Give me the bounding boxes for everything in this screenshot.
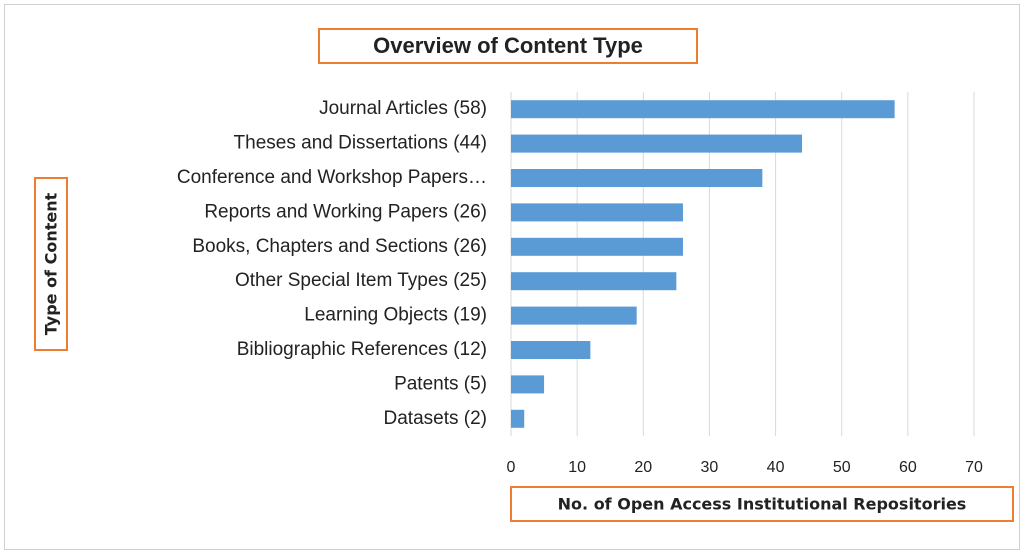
- y-tick-label: Learning Objects (19): [304, 305, 487, 326]
- y-axis-label: Type of Content: [42, 192, 61, 335]
- x-tick-label: 50: [833, 459, 851, 476]
- bar: [511, 203, 683, 222]
- x-axis-label: No. of Open Access Institutional Reposit…: [558, 495, 967, 514]
- y-tick-label: Theses and Dissertations (44): [234, 133, 487, 154]
- y-tick-label: Bibliographic References (12): [237, 339, 487, 360]
- x-tick-label: 40: [767, 459, 785, 476]
- y-tick-label: Books, Chapters and Sections (26): [192, 236, 487, 257]
- x-tick-label: 20: [634, 459, 652, 476]
- bar: [511, 100, 895, 119]
- x-tick-label: 10: [568, 459, 586, 476]
- x-tick-label: 70: [965, 459, 983, 476]
- y-tick-label: Journal Articles (58): [319, 98, 487, 119]
- bar: [511, 306, 637, 325]
- y-label-box: [34, 177, 68, 351]
- title-box: [318, 28, 698, 64]
- y-tick-label: Other Special Item Types (25): [235, 270, 487, 291]
- bar: [511, 341, 591, 359]
- x-label-box: [510, 486, 1014, 522]
- bar: [511, 169, 763, 187]
- chart-title: Overview of Content Type: [373, 33, 643, 58]
- bar: [511, 375, 545, 394]
- y-tick-label: Patents (5): [394, 373, 487, 394]
- bar: [511, 237, 683, 256]
- x-tick-label: 60: [899, 459, 917, 476]
- bar: [511, 409, 525, 428]
- y-tick-label: Conference and Workshop Papers…: [177, 167, 487, 188]
- bar: [511, 272, 677, 291]
- y-tick-label: Reports and Working Papers (26): [204, 201, 487, 222]
- x-tick-label: 0: [507, 459, 516, 476]
- bar: [511, 134, 803, 153]
- y-tick-label: Datasets (2): [384, 408, 487, 429]
- x-tick-label: 30: [701, 459, 719, 476]
